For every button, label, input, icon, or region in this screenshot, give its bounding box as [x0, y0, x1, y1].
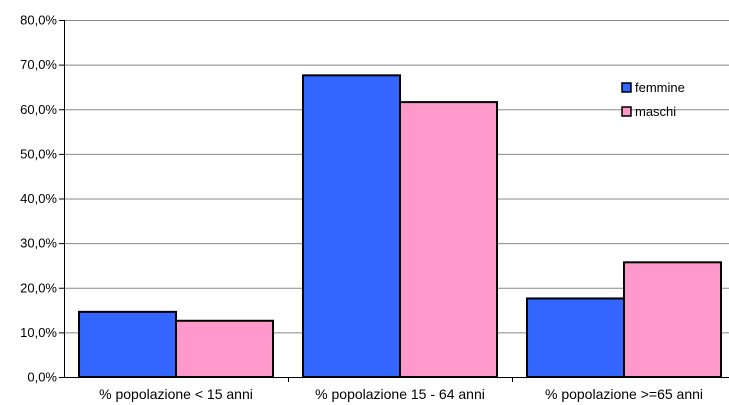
legend-swatch-maschi: [621, 106, 632, 117]
x-tick-label: % popolazione >=65 anni: [545, 386, 703, 402]
bar-maschi: [623, 261, 722, 378]
y-tick-label: 10,0%: [20, 325, 57, 340]
legend-label-maschi: maschi: [635, 104, 676, 119]
y-tick-label: 0,0%: [27, 370, 57, 385]
bar-femmine: [78, 310, 177, 378]
y-tick-label: 50,0%: [20, 146, 57, 161]
bar-maschi: [399, 101, 498, 379]
y-tick-label: 20,0%: [20, 280, 57, 295]
bar-maschi: [175, 319, 274, 378]
bar-femmine: [302, 74, 401, 379]
legend-swatch-femmine: [621, 82, 632, 93]
y-tick-label: 30,0%: [20, 236, 57, 251]
y-tick-label: 40,0%: [20, 191, 57, 206]
y-tick-label: 60,0%: [20, 102, 57, 117]
x-tick-label: % popolazione < 15 anni: [99, 386, 253, 402]
legend-label-femmine: femmine: [635, 80, 685, 95]
bar-femmine: [526, 297, 625, 378]
x-axis: % popolazione < 15 anni % popolazione 15 …: [64, 377, 729, 402]
y-tick-label: 70,0%: [20, 57, 57, 72]
y-tick-label: 80,0%: [20, 13, 57, 28]
x-tick-label: % popolazione 15 - 64 anni: [315, 386, 485, 402]
bars: [78, 74, 722, 379]
y-axis: 0,0% 10,0% 20,0% 30,0% 40,0% 50,0% 60,0% 70,0% 8…: [20, 13, 65, 385]
legend: femmine maschi: [621, 80, 685, 119]
